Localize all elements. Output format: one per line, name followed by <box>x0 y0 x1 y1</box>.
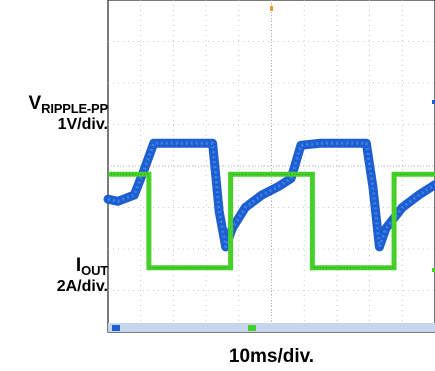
voltage-ripple-noise <box>107 141 435 249</box>
current-label-sub: OUT <box>81 263 108 278</box>
current-channel-label: IOUT 2A/div. <box>2 256 108 295</box>
trigger-marker <box>270 6 273 11</box>
current-label-main: I <box>75 255 82 276</box>
voltage-label-sub: RIPPLE-PP <box>41 101 108 116</box>
ch2-ground-marker <box>432 268 435 272</box>
voltage-scale: 1V/div. <box>57 116 108 133</box>
ch2-status-indicator <box>248 325 256 331</box>
voltage-channel-label: VRIPPLE-PP 1V/div. <box>2 94 108 133</box>
ch1-status-indicator <box>112 325 120 331</box>
ch1-ground-marker <box>432 100 435 104</box>
current-scale: 2A/div. <box>56 278 108 295</box>
scope-grid <box>108 0 435 332</box>
x-axis-label: 10ms/div. <box>228 346 315 367</box>
scope-traces <box>103 138 435 271</box>
voltage-label-main: V <box>28 93 42 114</box>
scope-status-bar <box>108 323 435 332</box>
